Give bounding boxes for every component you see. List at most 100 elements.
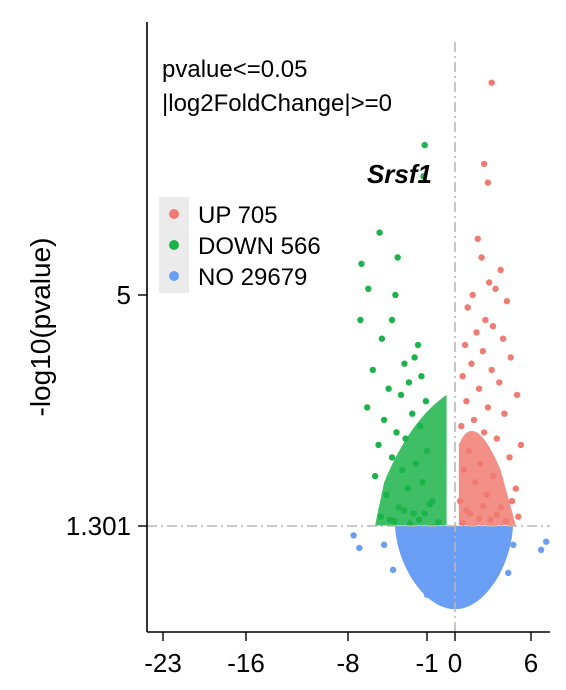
down-point <box>414 341 422 349</box>
legend-label: NO 29679 <box>198 264 307 291</box>
legend-marker <box>169 209 179 219</box>
no-point <box>401 529 408 536</box>
down-point <box>369 366 376 374</box>
down-point <box>385 385 392 392</box>
up-dense-band <box>458 430 516 526</box>
threshold-lines <box>147 42 550 632</box>
y-tick-label: 1.301 <box>66 511 131 541</box>
y-tick-label: 5 <box>117 280 131 310</box>
up-point <box>489 323 497 330</box>
up-point <box>501 410 508 417</box>
x-tick-label: -23 <box>144 648 182 678</box>
down-point <box>357 316 364 324</box>
legend-label: UP 705 <box>198 202 278 229</box>
no-point <box>537 546 545 553</box>
gene-label-srsf1: Srsf1 <box>367 159 432 189</box>
legend-label: DOWN 566 <box>198 233 321 260</box>
x-tick-label: 0 <box>448 648 462 678</box>
down-dense-band <box>375 394 447 526</box>
down-point <box>365 285 372 292</box>
down-point <box>392 291 399 299</box>
up-point <box>464 304 471 311</box>
threshold-annotation: pvalue<=0.05 <box>162 56 307 83</box>
down-point <box>394 254 401 261</box>
up-point <box>461 341 469 349</box>
no-point <box>412 572 419 580</box>
down-point <box>411 354 418 361</box>
no-point <box>356 544 363 552</box>
x-tick-label: -1 <box>415 648 438 678</box>
down-point <box>422 398 430 405</box>
y-axis-title: -log10(pvalue) <box>25 238 56 417</box>
down-point <box>364 404 371 411</box>
up-point <box>506 454 513 461</box>
down-point <box>420 173 427 180</box>
up-point <box>497 266 504 274</box>
up-point <box>480 160 488 168</box>
up-point <box>479 348 487 355</box>
down-point <box>371 472 379 480</box>
no-point <box>510 541 517 548</box>
up-point <box>492 285 499 292</box>
points-layer <box>350 79 550 610</box>
up-point <box>463 398 470 405</box>
up-point <box>507 354 514 361</box>
no-point <box>380 541 388 548</box>
up-point <box>470 416 478 424</box>
down-point <box>405 379 413 386</box>
up-point <box>484 404 492 411</box>
no-point <box>389 566 397 573</box>
up-point <box>488 79 495 86</box>
down-point <box>378 335 386 342</box>
up-point <box>512 485 519 492</box>
no-point <box>350 532 357 539</box>
threshold-annotation: |log2FoldChange|>=0 <box>162 90 392 117</box>
up-point <box>468 360 475 367</box>
up-point <box>473 329 480 336</box>
down-point <box>401 360 408 367</box>
up-point <box>482 316 489 324</box>
up-point <box>499 335 507 342</box>
down-point <box>397 391 405 399</box>
up-point <box>475 385 483 392</box>
up-point <box>488 366 495 374</box>
up-point <box>513 391 521 399</box>
down-point <box>380 416 388 424</box>
no-point <box>423 591 431 598</box>
x-tick-label: 6 <box>524 648 538 678</box>
legend: UP 705 DOWN 566 NO 29679 <box>159 197 321 293</box>
up-point <box>480 429 488 436</box>
up-point <box>503 298 511 305</box>
down-point <box>421 141 428 149</box>
up-point <box>515 513 522 520</box>
no-cloud <box>395 526 513 610</box>
down-point <box>375 441 382 449</box>
up-point <box>508 497 516 505</box>
legend-marker <box>169 271 179 281</box>
up-point <box>469 291 476 299</box>
up-point <box>474 235 481 242</box>
up-point <box>478 254 485 261</box>
legend-marker <box>169 240 179 250</box>
no-point <box>477 572 484 580</box>
no-point <box>505 569 512 577</box>
down-point <box>418 373 425 380</box>
up-point <box>459 373 466 380</box>
axes: -23 -16 -8 -1 0 6 1.301 5 -log10(pvalue) <box>25 22 550 678</box>
up-point <box>496 379 503 386</box>
down-point <box>393 429 400 436</box>
no-point <box>543 538 550 545</box>
x-tick-label: -8 <box>336 648 359 678</box>
up-point <box>493 435 500 442</box>
up-point <box>517 441 525 449</box>
down-point <box>388 316 396 324</box>
x-tick-label: -16 <box>227 648 265 678</box>
no-point <box>489 529 497 536</box>
down-point <box>376 229 383 236</box>
down-point <box>409 410 416 417</box>
up-point <box>458 422 465 430</box>
up-point <box>484 179 492 186</box>
up-point <box>486 279 493 286</box>
down-point <box>358 260 365 267</box>
